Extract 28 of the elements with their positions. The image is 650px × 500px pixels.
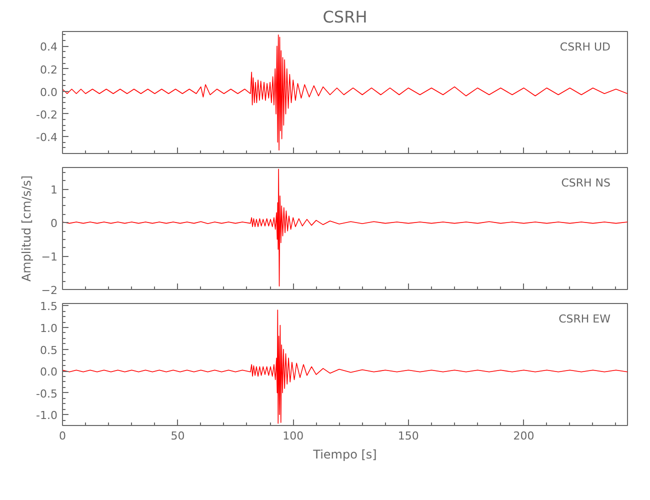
- x-tick-label: 200: [513, 430, 534, 442]
- annotation: CSRH UD: [560, 40, 611, 54]
- line-series: [62, 168, 628, 287]
- x-tick-label: 100: [282, 430, 304, 442]
- y-tick-label: -0.2: [36, 108, 58, 122]
- y-tick-label: -1.0: [36, 409, 58, 422]
- y-tick-label: 1.0: [40, 322, 58, 335]
- x-tick-label: 150: [398, 430, 419, 442]
- annotation: CSRH NS: [561, 176, 611, 190]
- line-series: [62, 34, 628, 151]
- chart-title: CSRH: [322, 8, 368, 26]
- y-tick-label: 1.5: [40, 300, 58, 314]
- annotation: CSRH EW: [558, 312, 611, 326]
- y-tick-label: -0.4: [36, 131, 58, 144]
- y-tick-label: −2: [41, 284, 58, 297]
- y-axis-title: Amplitud [cm/s/s]: [19, 175, 34, 282]
- y-tick-label: 0.0: [40, 366, 58, 379]
- y-tick-label: 0.2: [40, 63, 58, 76]
- x-tick-label: 50: [170, 430, 185, 442]
- y-tick-label: -0.5: [36, 387, 58, 400]
- x-axis-title: Tiempo [s]: [312, 448, 377, 462]
- y-tick-label: 0.0: [40, 86, 58, 99]
- y-tick-label: −1: [41, 250, 58, 264]
- y-tick-label: 0.5: [40, 344, 58, 357]
- y-tick-label: 1: [50, 184, 58, 197]
- y-tick-label: 0: [50, 217, 58, 230]
- x-tick-label: 0: [59, 430, 66, 442]
- y-tick-label: 0.4: [40, 40, 58, 54]
